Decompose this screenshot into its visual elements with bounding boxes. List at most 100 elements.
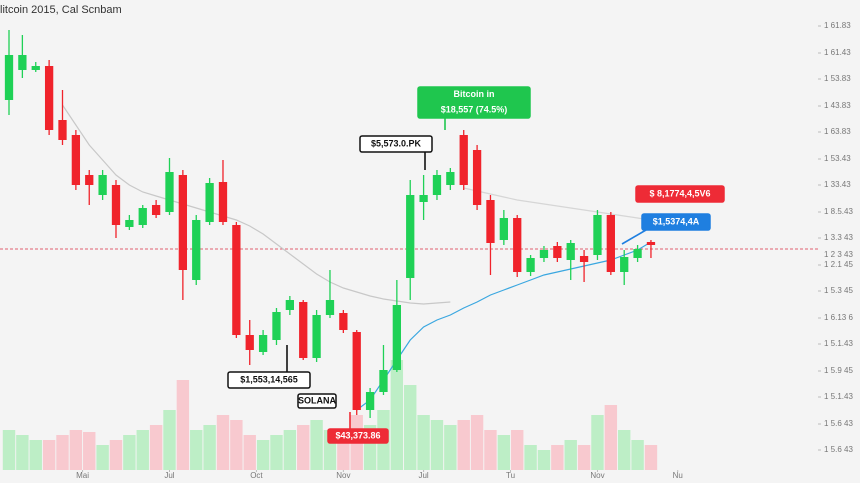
volume-bar	[256, 440, 270, 470]
volume-bar	[591, 415, 604, 470]
candle-body	[4, 55, 14, 100]
candle-body	[258, 335, 268, 352]
annotation-box	[327, 428, 389, 444]
y-tick-label: 1 2.1 45	[824, 260, 853, 269]
candle-body	[299, 302, 308, 358]
candle-body	[526, 258, 535, 272]
candle-body	[58, 120, 67, 140]
annotation-text: $43,373.86	[335, 430, 380, 440]
candle-body	[486, 200, 495, 243]
volume-bar	[564, 440, 577, 470]
x-tick-label: Oct	[250, 471, 263, 480]
volume-bar	[203, 425, 216, 470]
candle-body	[245, 335, 254, 350]
volume-bar	[2, 430, 16, 470]
candle-body	[459, 135, 468, 185]
volume-bar	[243, 435, 256, 470]
candle-body	[392, 305, 401, 370]
candle-body	[553, 246, 562, 258]
volume-bar	[270, 435, 283, 470]
annotation-box	[227, 371, 311, 389]
moving-average-line	[463, 187, 652, 221]
candle-body	[272, 312, 281, 340]
volume-bar	[69, 430, 83, 470]
candle-body	[138, 208, 147, 225]
candle-body	[71, 135, 81, 185]
volume-bar	[511, 430, 524, 470]
annotation-text: $5,573.0.PK	[371, 138, 422, 148]
candle-body	[205, 183, 214, 222]
volume-bar	[618, 430, 631, 470]
volume-bar	[524, 445, 537, 470]
annotation-arrow	[621, 229, 647, 245]
volume-bar	[577, 445, 591, 470]
y-tick-label: 1 8.5.43	[824, 207, 853, 216]
candle-body	[472, 150, 482, 205]
candle-body	[646, 242, 656, 245]
annotation-box	[635, 185, 725, 203]
volume-bar	[604, 405, 618, 470]
candle-body	[419, 195, 428, 202]
candle-body	[633, 249, 642, 258]
annotation-text: $1,553,14,565	[240, 374, 298, 384]
annotation-text: $1,5374,4A	[653, 216, 700, 226]
y-tick-label: 1 5.9 45	[824, 366, 853, 375]
volume-bar	[310, 420, 323, 470]
candle-body	[98, 175, 107, 195]
candle-body	[352, 332, 361, 410]
volume-bar	[123, 435, 136, 470]
volume-bar	[430, 420, 444, 470]
candle-body	[339, 313, 348, 330]
volume-bar	[163, 410, 176, 470]
volume-bar	[297, 425, 310, 470]
candle-body	[312, 315, 321, 358]
y-tick-label: 1 61.43	[824, 48, 851, 57]
moving-average-line	[356, 241, 652, 411]
candle-body	[31, 66, 40, 70]
volume-bar	[190, 430, 203, 470]
candle-body	[499, 218, 508, 240]
volume-bar	[16, 435, 29, 470]
volume-bar	[42, 440, 56, 470]
annotation-box	[297, 393, 337, 409]
volume-bar	[470, 415, 484, 470]
candle-body	[178, 175, 188, 270]
volume-bar	[136, 430, 149, 470]
y-tick-label: 1 63.83	[824, 127, 851, 136]
volume-bar	[56, 435, 69, 470]
candle-body	[579, 256, 589, 262]
volume-bar	[149, 425, 163, 470]
volume-bar	[404, 385, 417, 470]
volume-bar	[497, 435, 511, 470]
candle-body	[111, 185, 121, 225]
volume-bar	[537, 450, 551, 470]
volume-bar	[109, 440, 123, 470]
candle-body	[620, 257, 629, 272]
x-tick-label: Nu	[673, 471, 683, 480]
candle-body	[432, 175, 442, 195]
annotation-text: $18,557 (74.5%)	[441, 105, 508, 115]
annotation: Bitcoin in $18,557 (74.5%)	[417, 86, 531, 130]
volume-bar	[484, 430, 497, 470]
annotation: $5,573.0.PK	[359, 135, 433, 170]
y-tick-label: 1 33.43	[824, 180, 851, 189]
candle-body	[325, 300, 335, 315]
candle-body	[539, 250, 549, 258]
volume-bar	[230, 420, 243, 470]
candle-body	[151, 205, 161, 215]
y-tick-label: 1 5.6 43	[824, 445, 853, 454]
y-tick-label: 1 61.83	[824, 21, 851, 30]
candle-body	[606, 215, 615, 272]
annotation-text: SOLANA	[298, 395, 337, 405]
x-tick-label: Jul	[164, 471, 174, 480]
volume-bar	[444, 425, 457, 470]
y-tick-label: 1 5.6 43	[824, 419, 853, 428]
annotation: SOLANA	[297, 393, 337, 409]
y-tick-label: 1 5.3 45	[824, 286, 853, 295]
x-tick-label: Mai	[76, 471, 89, 480]
candle-body	[232, 225, 241, 335]
candle-body	[513, 218, 522, 272]
y-tick-label: 1 53.83	[824, 74, 851, 83]
annotation-text: Bitcoin in	[454, 89, 495, 99]
